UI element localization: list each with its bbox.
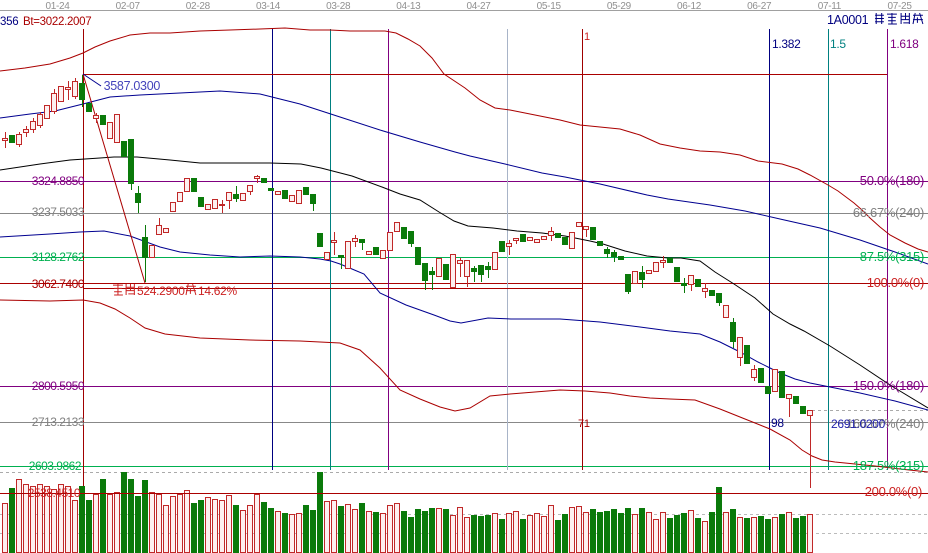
svg-text:14.62%: 14.62% [198, 284, 238, 298]
svg-text:1.382: 1.382 [772, 37, 801, 51]
svg-text:03-14: 03-14 [256, 1, 281, 12]
svg-text:50.0%(180): 50.0%(180) [860, 173, 924, 188]
svg-text:07-25: 07-25 [888, 1, 913, 12]
svg-text:02-07: 02-07 [116, 1, 141, 12]
svg-text:04-27: 04-27 [466, 1, 491, 12]
svg-text:71: 71 [578, 418, 590, 430]
svg-text:2800.5950: 2800.5950 [32, 379, 85, 393]
svg-text:3324.8850: 3324.8850 [32, 174, 85, 188]
svg-text:05-29: 05-29 [607, 1, 632, 12]
svg-text:06-12: 06-12 [677, 1, 702, 12]
svg-text:2691.0200: 2691.0200 [831, 417, 886, 431]
svg-text:356: 356 [0, 16, 18, 28]
svg-text:100.0%(0): 100.0%(0) [867, 275, 924, 290]
svg-text:3062.7400: 3062.7400 [32, 277, 85, 291]
svg-text:2538.4510: 2538.4510 [28, 486, 81, 500]
svg-text:66.67%(240): 66.67%(240) [853, 205, 924, 220]
svg-text:3587.0300: 3587.0300 [104, 79, 161, 93]
svg-text:3237.5033: 3237.5033 [32, 205, 85, 219]
svg-text:07-11: 07-11 [818, 1, 842, 12]
svg-text:2603.9862: 2603.9862 [29, 459, 82, 473]
svg-text:02-28: 02-28 [186, 1, 211, 12]
svg-text:187.5%(315): 187.5%(315) [853, 458, 924, 473]
svg-text:87.5%(315): 87.5%(315) [860, 249, 924, 264]
svg-text:150.0%(180): 150.0%(180) [853, 378, 924, 393]
svg-text:03-28: 03-28 [326, 1, 351, 12]
svg-text:Bt=3022.2007: Bt=3022.2007 [23, 16, 91, 28]
svg-text:3128.2762: 3128.2762 [32, 250, 85, 264]
svg-text:524.2900: 524.2900 [137, 284, 185, 298]
svg-text:01-24: 01-24 [45, 1, 70, 12]
svg-text:1.618: 1.618 [890, 37, 919, 51]
svg-text:1A0001: 1A0001 [827, 13, 869, 27]
svg-text:06-27: 06-27 [747, 1, 772, 12]
svg-text:200.0%(0): 200.0%(0) [865, 484, 922, 499]
svg-text:04-13: 04-13 [396, 1, 421, 12]
svg-text:2713.2133: 2713.2133 [32, 415, 85, 429]
svg-text:1: 1 [584, 31, 590, 43]
svg-text:1.5: 1.5 [830, 37, 846, 51]
svg-text:05-15: 05-15 [537, 1, 562, 12]
svg-text:166.67%(240): 166.67%(240) [846, 416, 924, 431]
svg-text:98: 98 [771, 416, 784, 430]
